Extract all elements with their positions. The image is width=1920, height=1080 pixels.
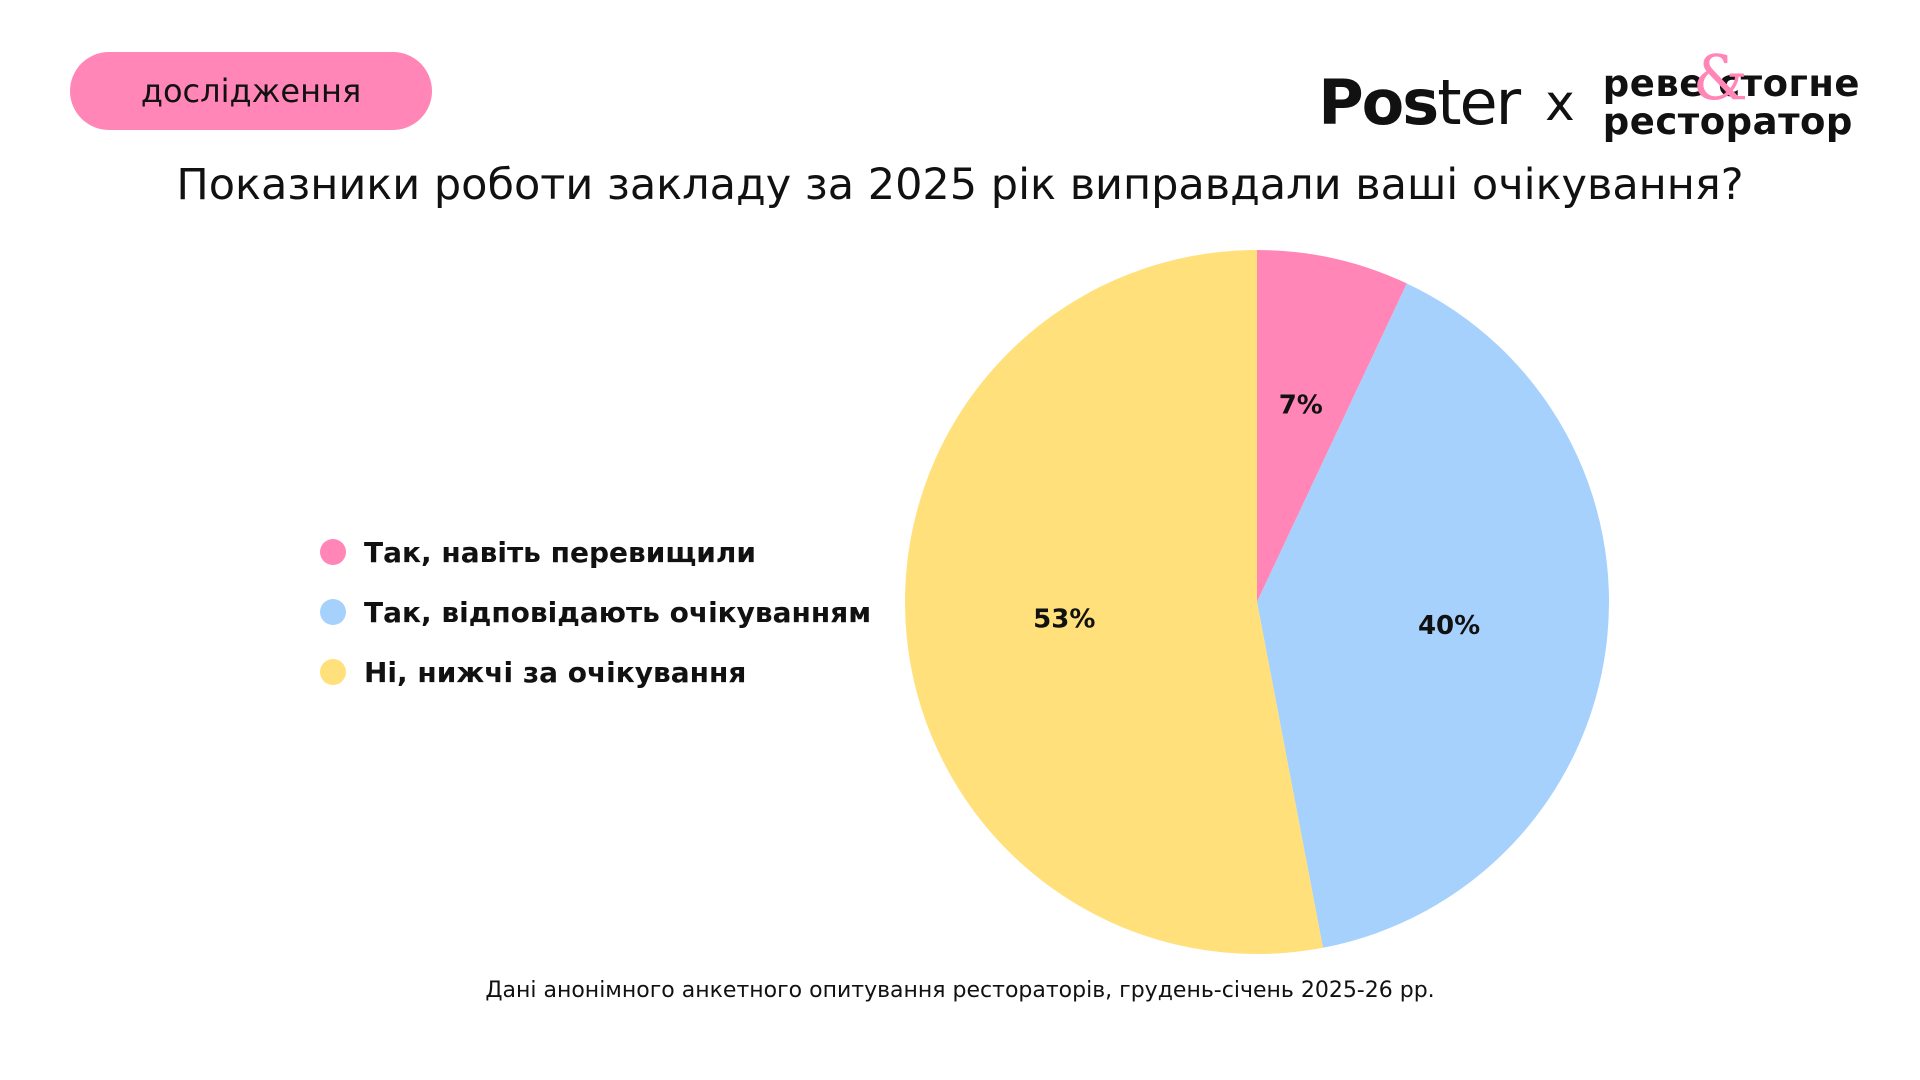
legend-label-met: Так, відповідають очікуванням [364,595,872,629]
research-badge-label: дослідження [140,72,362,110]
pie-slice-below [905,250,1323,954]
legend-dot-met [320,599,346,625]
pie-label-below: 53% [1033,605,1095,635]
pie-label-met: 40% [1418,611,1480,641]
legend-label-below: Ні, нижчі за очікування [364,655,747,689]
poster-logo-bold: Pos [1318,66,1439,139]
legend-item-below: Ні, нижчі за очікування [320,642,871,702]
legend-item-met: Так, відповідають очікуванням [320,582,871,642]
poster-logo-light: ter [1437,66,1521,139]
chart-title: Показники роботи закладу за 2025 рік вип… [176,160,1744,210]
legend-item-exceeded: Так, навіть перевищили [320,522,871,582]
partner-logo: & реве стогне ресторатор [1602,47,1860,143]
pie-slice-met [1257,283,1609,948]
legend-dot-below [320,659,346,685]
pie-slice-exceeded [1257,250,1407,602]
legend-dot-exceeded [320,539,346,565]
partner-logo-line2: ресторатор [1602,100,1853,143]
poster-logo: Poster [1318,72,1521,134]
footnote: Дані анонімного анкетного опитування рес… [485,978,1435,1003]
logo-separator: x [1545,74,1575,132]
research-badge: дослідження [70,52,432,130]
partner-logo-line1: реве стогне [1602,62,1860,105]
partner-logo-ampersand: & [1692,41,1749,114]
legend-label-exceeded: Так, навіть перевищили [364,535,757,569]
chart-legend: Так, навіть перевищили Так, відповідають… [320,522,871,702]
pie-label-exceeded: 7% [1279,391,1323,421]
logos: Poster x & реве стогне ресторатор [1318,47,1860,148]
